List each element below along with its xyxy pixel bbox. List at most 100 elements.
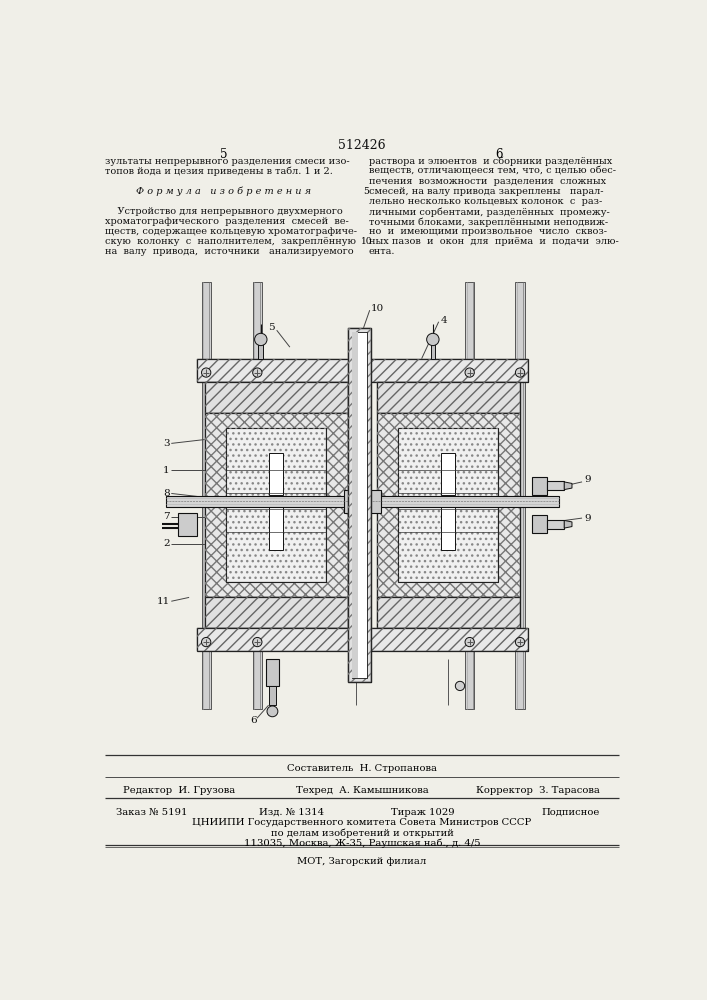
Text: 5: 5 xyxy=(221,148,228,161)
Text: скую  колонку  с  наполнителем,  закреплённую: скую колонку с наполнителем, закреплённу… xyxy=(105,237,356,246)
Circle shape xyxy=(455,681,464,691)
Bar xyxy=(377,597,520,628)
Bar xyxy=(398,428,498,582)
Text: печения  возможности  разделения  сложных: печения возможности разделения сложных xyxy=(369,177,606,186)
Bar xyxy=(398,428,498,582)
Text: 3: 3 xyxy=(163,439,170,448)
Circle shape xyxy=(255,333,267,346)
Text: на  валу  привода,  источники   анализируемого: на валу привода, источники анализируемог… xyxy=(105,247,354,256)
Text: лельно несколько кольцевых колонок  с  раз-: лельно несколько кольцевых колонок с раз… xyxy=(369,197,602,206)
Text: ЦНИИПИ Государственного комитета Совета Министров СССР: ЦНИИПИ Государственного комитета Совета … xyxy=(192,818,532,827)
Bar xyxy=(377,597,520,628)
Text: Корректор  З. Тарасова: Корректор З. Тарасова xyxy=(476,786,600,795)
Text: Изд. № 1314: Изд. № 1314 xyxy=(259,808,324,817)
Text: но  и  имеющими произвольное  число  сквоз-: но и имеющими произвольное число сквоз- xyxy=(369,227,607,236)
Text: ществ, содержащее кольцевую хроматографиче-: ществ, содержащее кольцевую хроматографи… xyxy=(105,227,358,236)
Circle shape xyxy=(201,368,211,377)
Circle shape xyxy=(465,637,474,647)
Text: 11: 11 xyxy=(156,597,170,606)
Polygon shape xyxy=(564,482,572,490)
Text: ента.: ента. xyxy=(369,247,395,256)
Bar xyxy=(204,382,348,413)
Bar xyxy=(259,343,263,359)
Text: Устройство для непрерывного двухмерного: Устройство для непрерывного двухмерного xyxy=(105,207,343,216)
Bar xyxy=(344,490,356,513)
Text: 9: 9 xyxy=(585,475,591,484)
Circle shape xyxy=(252,368,262,377)
Bar xyxy=(369,628,528,651)
Text: топов йода и цезия приведены в табл. 1 и 2.: топов йода и цезия приведены в табл. 1 и… xyxy=(105,167,333,176)
Text: Редактор  И. Грузова: Редактор И. Грузова xyxy=(123,786,235,795)
Text: личными сорбентами, разделённых  промежу-: личными сорбентами, разделённых промежу- xyxy=(369,207,609,217)
Text: 113035, Москва, Ж-35, Раушская наб., д. 4/5: 113035, Москва, Ж-35, Раушская наб., д. … xyxy=(244,838,480,848)
Bar xyxy=(166,496,559,507)
Bar xyxy=(204,382,348,413)
Bar xyxy=(515,282,525,709)
Text: смесей, на валу привода закреплены   парал-: смесей, на валу привода закреплены парал… xyxy=(369,187,604,196)
Bar xyxy=(547,481,564,490)
Text: ных пазов  и  окон  для  приёма  и  подачи  элю-: ных пазов и окон для приёма и подачи элю… xyxy=(369,237,619,246)
Bar xyxy=(201,282,211,709)
Bar xyxy=(226,428,327,582)
Text: 6: 6 xyxy=(250,716,257,725)
Circle shape xyxy=(252,637,262,647)
Bar xyxy=(377,382,520,413)
Text: Техред  А. Камышникова: Техред А. Камышникова xyxy=(296,786,428,795)
Bar xyxy=(441,507,455,550)
Text: 4: 4 xyxy=(441,316,448,325)
Bar xyxy=(197,628,356,651)
Circle shape xyxy=(201,637,211,647)
Circle shape xyxy=(515,637,525,647)
Text: 6: 6 xyxy=(496,148,503,161)
Bar xyxy=(369,628,528,651)
Text: 7: 7 xyxy=(163,512,170,521)
Text: МОТ, Загорский филиал: МОТ, Загорский филиал xyxy=(298,857,426,866)
Bar xyxy=(377,413,520,597)
Text: 10: 10 xyxy=(371,304,385,313)
Text: веществ, отличающееся тем, что, с целью обес-: веществ, отличающееся тем, что, с целью … xyxy=(369,167,616,176)
Bar xyxy=(269,507,284,550)
Bar xyxy=(377,413,520,597)
Text: точными блоками, закреплёнными неподвиж-: точными блоками, закреплёнными неподвиж- xyxy=(369,217,608,227)
Circle shape xyxy=(426,333,439,346)
Bar xyxy=(204,413,348,597)
Bar xyxy=(197,359,356,382)
Text: 5: 5 xyxy=(268,323,274,332)
Text: хроматографического  разделения  смесей  ве-: хроматографического разделения смесей ве… xyxy=(105,217,349,226)
Circle shape xyxy=(267,706,278,717)
Bar xyxy=(352,332,368,678)
Bar xyxy=(252,282,262,709)
Bar xyxy=(547,520,564,529)
Bar xyxy=(431,343,436,359)
Bar xyxy=(204,413,348,597)
Text: Заказ № 5191: Заказ № 5191 xyxy=(115,808,187,817)
Text: Ф о р м у л а   и з о б р е т е н и я: Ф о р м у л а и з о б р е т е н и я xyxy=(136,187,312,196)
Bar xyxy=(348,328,371,682)
Bar xyxy=(352,332,358,678)
Bar xyxy=(369,359,528,382)
Bar xyxy=(204,597,348,628)
Bar xyxy=(377,382,520,413)
Text: Тираж 1029: Тираж 1029 xyxy=(391,808,455,817)
Bar xyxy=(465,282,474,709)
Text: раствора и элюентов  и сборники разделённых: раствора и элюентов и сборники разделённ… xyxy=(369,157,612,166)
Polygon shape xyxy=(564,520,572,528)
Circle shape xyxy=(465,368,474,377)
Bar xyxy=(369,490,380,513)
Text: 512426: 512426 xyxy=(338,139,386,152)
Bar xyxy=(197,628,356,651)
Text: 8: 8 xyxy=(163,489,170,498)
Bar xyxy=(532,477,547,495)
Text: Подписное: Подписное xyxy=(542,808,600,817)
Bar xyxy=(441,453,455,495)
Text: 10: 10 xyxy=(361,237,373,246)
Text: 9: 9 xyxy=(585,514,591,523)
Bar xyxy=(269,686,276,705)
Bar xyxy=(348,328,371,682)
Bar xyxy=(197,359,356,382)
Text: по делам изобретений и открытий: по делам изобретений и открытий xyxy=(271,828,453,838)
Text: 1: 1 xyxy=(163,466,170,475)
Text: 5: 5 xyxy=(363,187,369,196)
Bar xyxy=(204,597,348,628)
Bar xyxy=(226,428,327,582)
